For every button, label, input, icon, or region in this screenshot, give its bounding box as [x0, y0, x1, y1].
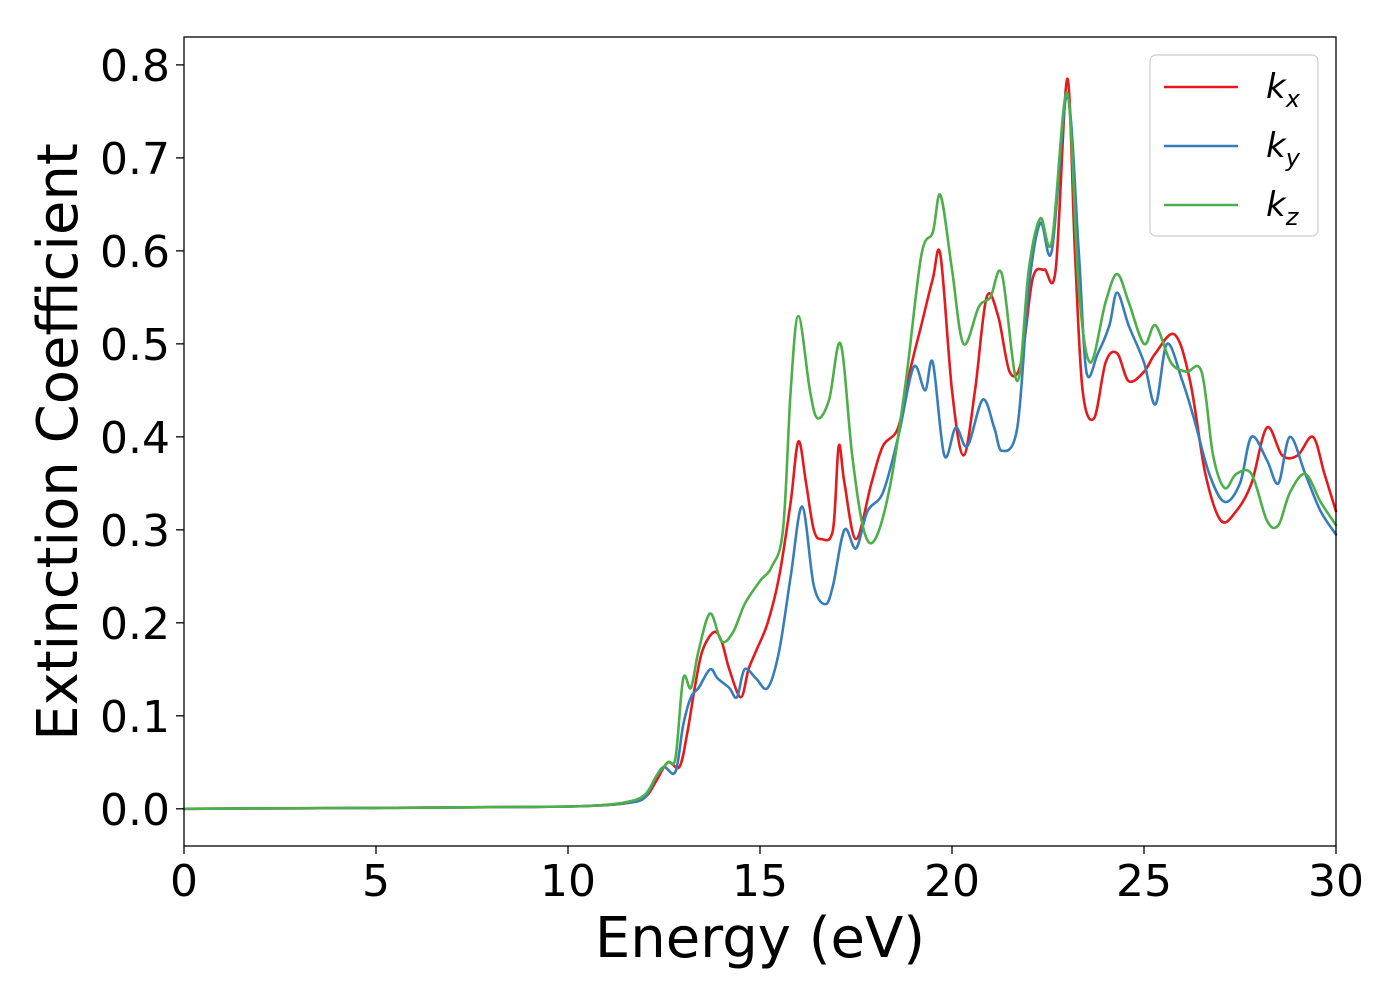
legend-label-base: k [1266, 67, 1287, 107]
x-tick-label: 10 [540, 856, 596, 907]
y-axis-title: Extinction Coefficient [26, 143, 91, 741]
y-tick-label: 0.6 [100, 227, 170, 278]
legend-label-subscript: x [1285, 85, 1301, 113]
y-tick-label: 0.4 [100, 413, 170, 464]
y-tick-label: 0.2 [100, 599, 170, 650]
legend-label-subscript: z [1285, 203, 1300, 231]
series-line-ky [182, 96, 1338, 811]
legend-label-subscript: y [1285, 144, 1301, 172]
y-tick-label: 0.7 [100, 134, 170, 185]
plot-background [184, 37, 1336, 846]
x-tick-label: 0 [170, 856, 198, 907]
x-tick-label: 5 [362, 856, 390, 907]
x-axis-title: Energy (eV) [595, 906, 925, 971]
y-tick-label: 0.3 [100, 506, 170, 557]
legend-label-base: k [1266, 185, 1287, 225]
x-tick-label: 20 [924, 856, 980, 907]
series-layer [182, 77, 1338, 811]
x-axis-ticks: 0 5 10 15 20 25 30 [170, 846, 1364, 907]
x-tick-label: 30 [1308, 856, 1364, 907]
legend-label-kx: kx [1266, 67, 1301, 113]
x-tick-label: 25 [1116, 856, 1172, 907]
y-tick-label: 0.1 [100, 692, 170, 743]
y-tick-label: 0.0 [100, 785, 170, 836]
legend-label-kz: kz [1266, 185, 1300, 231]
legend-label-base: k [1266, 126, 1287, 166]
y-axis-ticks: 0.0 0.1 0.2 0.3 0.4 0.5 0.6 0.7 0.8 [100, 41, 184, 836]
y-tick-label: 0.8 [100, 41, 170, 92]
legend-label-ky: ky [1266, 126, 1301, 172]
y-tick-label: 0.5 [100, 320, 170, 371]
series-line-kz [182, 91, 1338, 811]
x-tick-label: 15 [732, 856, 788, 907]
series-line-kx [182, 77, 1338, 811]
